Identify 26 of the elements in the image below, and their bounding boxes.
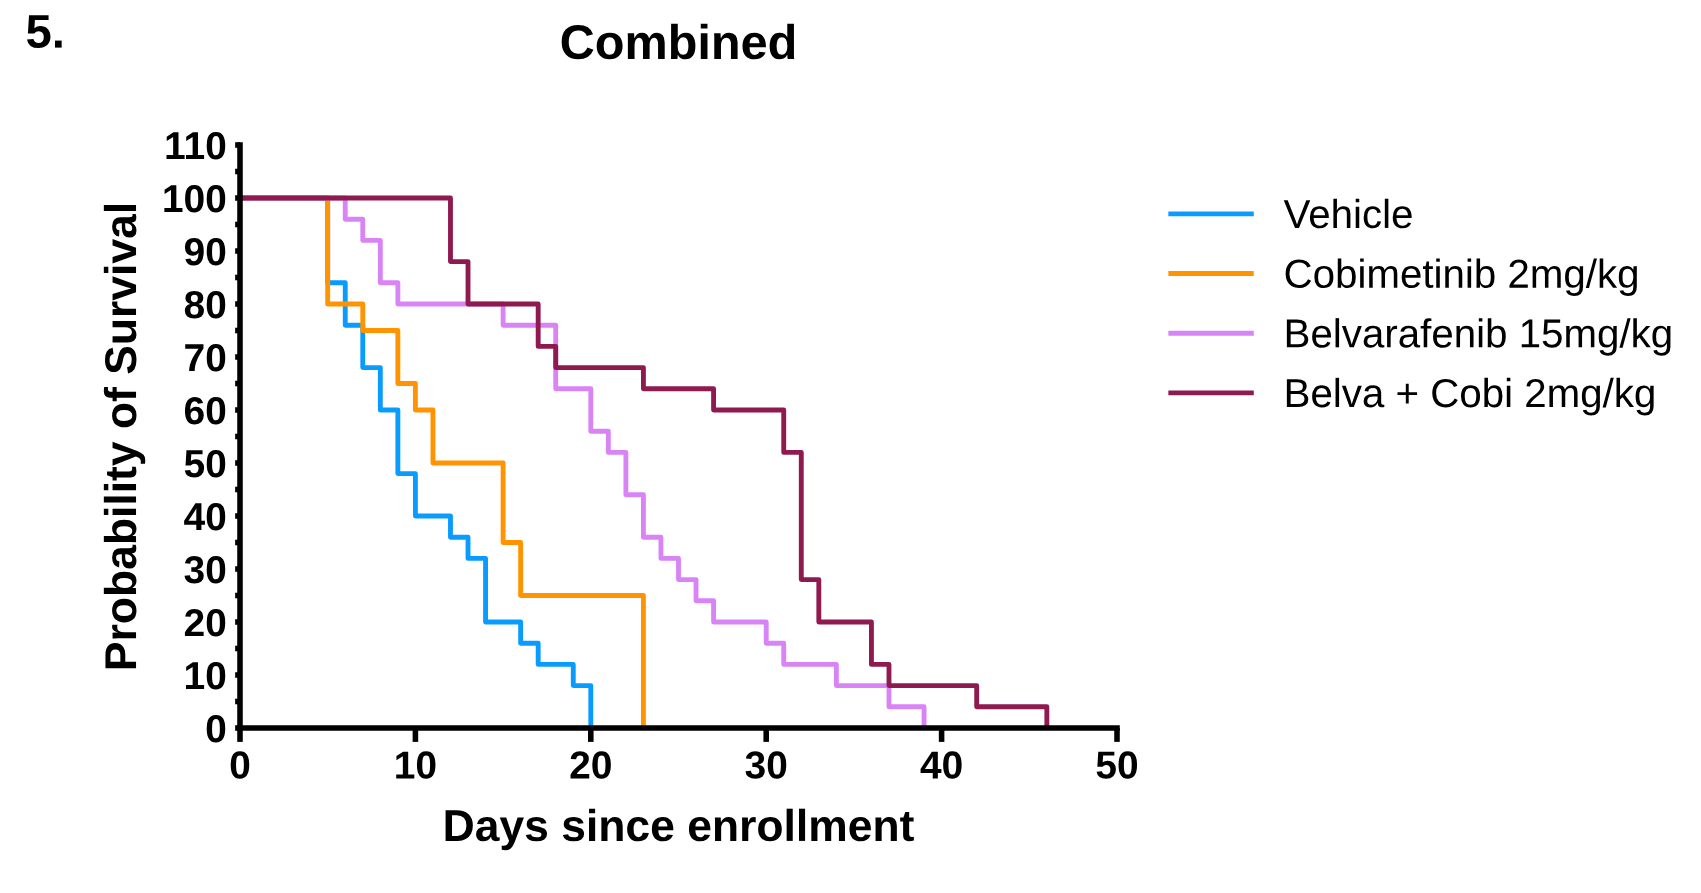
x-tick-label: 20 [570,751,611,779]
x-tick-label: 30 [745,751,787,779]
y-tick-label: 60 [184,396,226,425]
y-tick-label: 90 [184,237,226,266]
y-tick-label: 0 [206,714,226,743]
y-tick-label: 100 [164,184,226,213]
chart-title: Combined [561,23,795,60]
y-tick-label: 40 [184,502,226,531]
legend-label: Belvarafenib 15mg/kg [1286,318,1671,356]
y-tick-label: 110 [166,131,226,160]
x-tick-label: 0 [230,751,250,779]
legend-label: Belva + Cobi 2mg/kg [1286,377,1654,416]
legend-label: Vehicle [1283,198,1412,229]
x-tick-label: 50 [1096,751,1138,779]
y-axis-title: Probability of Survival [103,205,146,669]
y-tick-label: 70 [185,343,226,372]
y-tick-label: 50 [184,449,226,478]
y-tick-label: 10 [186,661,226,690]
text: 5. [26,15,62,49]
x-axis-title: Days since enrollment [445,808,914,851]
y-tick-label: 80 [184,290,226,319]
y-tick-label: 30 [184,555,226,584]
legend-label: Cobimetinib 2mg/kg [1285,258,1637,296]
y-tick-label: 20 [184,608,226,637]
x-tick-label: 40 [920,751,962,779]
x-tick-label: 10 [396,751,436,779]
